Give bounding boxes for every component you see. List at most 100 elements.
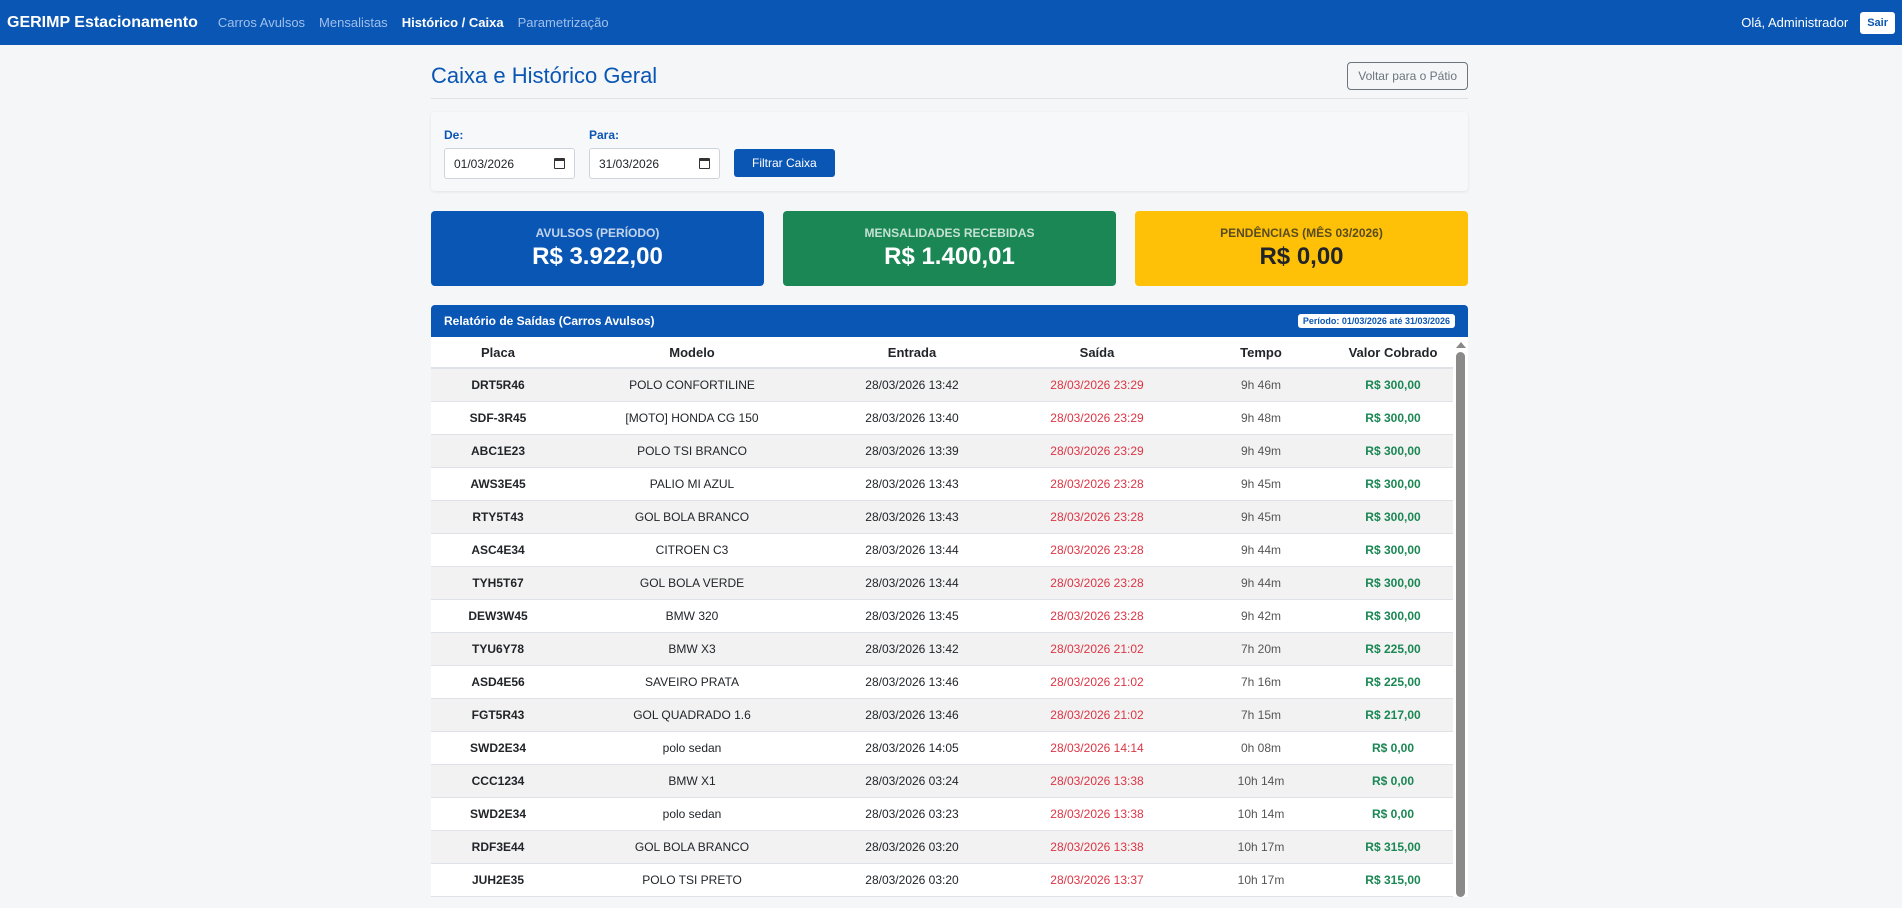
cell-saida: 28/03/2026 21:02: [1005, 665, 1189, 699]
cell-saida: 28/03/2026 21:02: [1005, 632, 1189, 666]
cell-entrada: 28/03/2026 13:44: [819, 566, 1005, 600]
date-filter-card: De: 01/03/2026 Para: 31/03/2026 Filtrar …: [431, 112, 1468, 191]
summary-card-value: R$ 3.922,00: [532, 243, 663, 270]
user-greeting: Olá, Administrador: [1741, 15, 1849, 30]
summary-cards: AVULSOS (PERÍODO) R$ 3.922,00 MENSALIDAD…: [431, 211, 1468, 286]
cell-valor: R$ 0,00: [1333, 797, 1453, 831]
to-date-input[interactable]: 31/03/2026: [589, 148, 720, 179]
cell-placa: DRT5R46: [431, 368, 565, 402]
cell-saida: 28/03/2026 23:28: [1005, 599, 1189, 633]
summary-card-label: MENSALIDADES RECEBIDAS: [864, 226, 1035, 240]
cell-placa: FGT5R43: [431, 698, 565, 732]
cell-placa: ABC1E23: [431, 434, 565, 468]
cell-placa: DEW3W45: [431, 599, 565, 633]
cell-modelo: polo sedan: [565, 797, 819, 831]
summary-card-mensalidades: MENSALIDADES RECEBIDAS R$ 1.400,01: [783, 211, 1116, 286]
cell-entrada: 28/03/2026 13:42: [819, 368, 1005, 402]
nav-link-parametrizacao[interactable]: Parametrização: [517, 15, 609, 30]
nav-link-historico-caixa[interactable]: Histórico / Caixa: [401, 15, 504, 30]
cell-entrada: 28/03/2026 13:43: [819, 500, 1005, 534]
cell-saida: 28/03/2026 21:02: [1005, 698, 1189, 732]
table-row: DRT5R46 POLO CONFORTILINE 28/03/2026 13:42…: [431, 368, 1453, 402]
cell-valor: R$ 225,00: [1333, 632, 1453, 666]
nav-link-mensalistas[interactable]: Mensalistas: [319, 15, 388, 30]
table-row: SWD2E34 polo sedan 28/03/2026 03:23 28/03/2…: [431, 797, 1453, 831]
cell-placa: SWD2E34: [431, 731, 565, 765]
cell-modelo: [MOTO] HONDA CG 150: [565, 401, 819, 435]
cell-modelo: POLO CONFORTILINE: [565, 368, 819, 402]
summary-card-value: R$ 0,00: [1259, 243, 1344, 270]
cell-modelo: BMW X3: [565, 632, 819, 666]
app-brand[interactable]: GERIMP Estacionamento: [7, 13, 198, 31]
cell-tempo: 9h 44m: [1189, 533, 1333, 567]
cell-placa: AWS3E45: [431, 467, 565, 501]
table-row: RTY5T43 GOL BOLA BRANCO 28/03/2026 13:43 28…: [431, 500, 1453, 534]
cell-valor: R$ 300,00: [1333, 599, 1453, 633]
calendar-icon[interactable]: [554, 158, 565, 169]
main-container: Caixa e Histórico Geral Voltar para o Pá…: [431, 45, 1468, 897]
cell-valor: R$ 300,00: [1333, 566, 1453, 600]
cell-tempo: 0h 08m: [1189, 731, 1333, 765]
cell-modelo: SAVEIRO PRATA: [565, 665, 819, 699]
cell-saida: 28/03/2026 23:28: [1005, 566, 1189, 600]
cell-tempo: 10h 14m: [1189, 797, 1333, 831]
cell-entrada: 28/03/2026 13:44: [819, 533, 1005, 567]
cell-modelo: polo sedan: [565, 731, 819, 765]
nav-link-carros-avulsos[interactable]: Carros Avulsos: [217, 15, 306, 30]
summary-card-avulsos: AVULSOS (PERÍODO) R$ 3.922,00: [431, 211, 764, 286]
filter-cash-button[interactable]: Filtrar Caixa: [734, 149, 835, 177]
cell-modelo: POLO TSI PRETO: [565, 863, 819, 897]
from-date-input[interactable]: 01/03/2026: [444, 148, 575, 179]
logout-button[interactable]: Sair: [1860, 11, 1895, 34]
scroll-up-arrow-icon[interactable]: [1456, 342, 1466, 348]
cell-entrada: 28/03/2026 13:40: [819, 401, 1005, 435]
cell-saida: 28/03/2026 23:29: [1005, 401, 1189, 435]
cell-entrada: 28/03/2026 13:46: [819, 665, 1005, 699]
table-row: SDF-3R45 [MOTO] HONDA CG 150 28/03/2026 13…: [431, 401, 1453, 435]
cell-valor: R$ 225,00: [1333, 665, 1453, 699]
from-date-value: 01/03/2026: [454, 156, 515, 171]
table-row: ABC1E23 POLO TSI BRANCO 28/03/2026 13:39 28…: [431, 434, 1453, 468]
cell-tempo: 10h 14m: [1189, 764, 1333, 798]
scrollbar-thumb[interactable]: [1456, 352, 1465, 897]
cell-valor: R$ 315,00: [1333, 863, 1453, 897]
report-table-scroll[interactable]: Placa Modelo Entrada Saída Tempo Valor C…: [431, 337, 1468, 897]
table-row: JUH2E35 POLO TSI PRETO 28/03/2026 03:20 28/…: [431, 863, 1453, 897]
cell-saida: 28/03/2026 23:29: [1005, 368, 1189, 402]
cell-entrada: 28/03/2026 03:20: [819, 863, 1005, 897]
table-scrollbar[interactable]: [1453, 337, 1468, 897]
page-header: Caixa e Histórico Geral Voltar para o Pá…: [431, 45, 1468, 99]
calendar-icon[interactable]: [699, 158, 710, 169]
cell-valor: R$ 0,00: [1333, 764, 1453, 798]
cell-saida: 28/03/2026 13:38: [1005, 830, 1189, 864]
cell-valor: R$ 300,00: [1333, 467, 1453, 501]
cell-saida: 28/03/2026 13:37: [1005, 863, 1189, 897]
cell-placa: SWD2E34: [431, 797, 565, 831]
cell-placa: RDF3E44: [431, 830, 565, 864]
table-row: TYU6Y78 BMW X3 28/03/2026 13:42 28/03/2026 …: [431, 632, 1453, 666]
cell-entrada: 28/03/2026 03:24: [819, 764, 1005, 798]
cell-placa: RTY5T43: [431, 500, 565, 534]
table-row: TYH5T67 GOL BOLA VERDE 28/03/2026 13:44 28/…: [431, 566, 1453, 600]
table-row: RDF3E44 GOL BOLA BRANCO 28/03/2026 03:20 28…: [431, 830, 1453, 864]
cell-valor: R$ 315,00: [1333, 830, 1453, 864]
to-date-value: 31/03/2026: [599, 156, 660, 171]
cell-modelo: POLO TSI BRANCO: [565, 434, 819, 468]
from-date-label: De:: [444, 128, 464, 142]
cell-modelo: GOL BOLA BRANCO: [565, 830, 819, 864]
nav-user-area: Olá, Administrador Sair: [1741, 11, 1895, 34]
cell-entrada: 28/03/2026 13:45: [819, 599, 1005, 633]
cell-tempo: 9h 49m: [1189, 434, 1333, 468]
to-date-label: Para:: [589, 128, 620, 142]
cell-entrada: 28/03/2026 14:05: [819, 731, 1005, 765]
cell-saida: 28/03/2026 14:14: [1005, 731, 1189, 765]
cell-saida: 28/03/2026 13:38: [1005, 764, 1189, 798]
report-title: Relatório de Saídas (Carros Avulsos): [444, 314, 655, 328]
cell-placa: CCC1234: [431, 764, 565, 798]
cell-valor: R$ 217,00: [1333, 698, 1453, 732]
back-to-yard-button[interactable]: Voltar para o Pátio: [1347, 62, 1468, 90]
cell-valor: R$ 0,00: [1333, 731, 1453, 765]
from-date-group: De: 01/03/2026: [444, 128, 575, 179]
nav-links: Carros Avulsos Mensalistas Histórico / C…: [218, 15, 609, 30]
column-header-valor: Valor Cobrado: [1333, 337, 1453, 369]
